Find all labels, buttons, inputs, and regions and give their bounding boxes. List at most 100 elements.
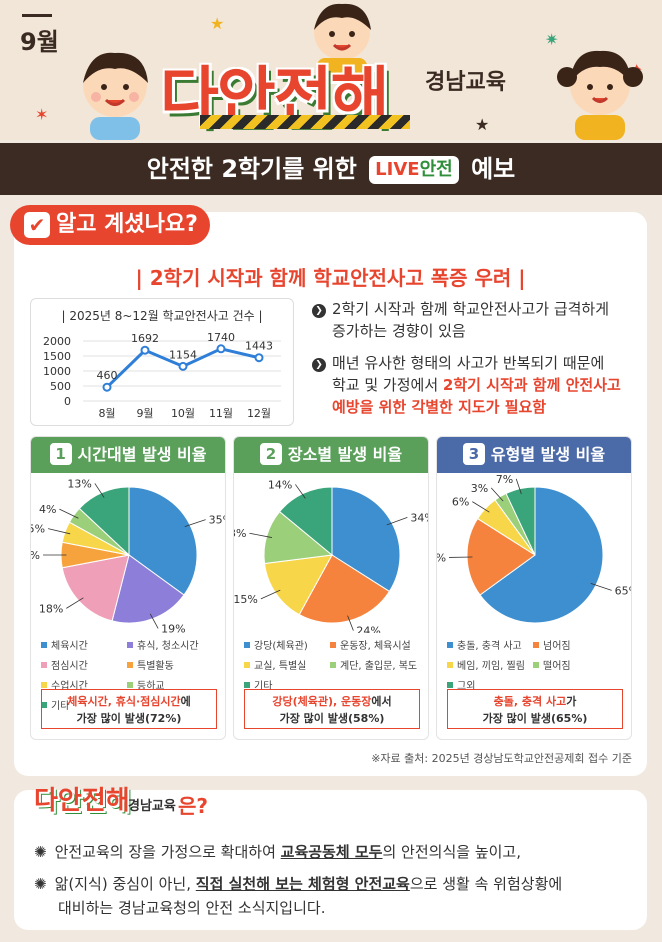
slice-label: 6% (452, 496, 469, 509)
note-red: 강당(체육관), 운동장 (272, 695, 372, 708)
legend-swatch (244, 662, 250, 668)
band-title-post: 예보 (471, 155, 516, 183)
star-icon: ✶ (35, 105, 49, 124)
pie-chart-place: 34% 24% 15% 13% 14% (234, 478, 428, 633)
leader-line (47, 528, 71, 535)
data-label: 1443 (245, 340, 273, 353)
bullet-2-line2b: 2학기 시작과 함께 안전사고 (442, 376, 621, 394)
legend-item: 떨어짐 (533, 657, 619, 677)
pie-slice (78, 486, 130, 557)
check-icon: ✔ (24, 212, 50, 238)
x-tick-label: 8월 (98, 407, 115, 420)
leader-line (66, 597, 84, 609)
brand-subtitle: 경남교육 (425, 70, 506, 95)
legend-swatch (330, 662, 336, 668)
pie-panel-time: 1 시간대별 발생 비율 35% 19% 18% 6% 5% 4% 13% 체육시간 휴식, 청… (30, 436, 226, 740)
legend-swatch (447, 662, 453, 668)
note-tail: 에서 (371, 695, 392, 708)
legend-label: 충돌, 충격 사고 (457, 641, 522, 652)
y-tick-label: 2000 (43, 335, 71, 348)
leader-line (249, 532, 272, 538)
slice-label: 6% (31, 549, 40, 562)
live-logo-b: 안전 (419, 159, 453, 180)
bullet-2: ❯ 매년 유사한 형태의 사고가 반복되기 때문에 학교 및 가정에서 2학기 시… (312, 352, 621, 418)
bullet-2-line3: 예방을 위한 각별한 지도가 필요함 (332, 398, 547, 416)
about-paragraph-1: ✺ 안전교육의 장을 가정으로 확대하여 교육공동체 모두의 안전의식을 높이고, (34, 840, 521, 864)
panel-header: 3 유형별 발생 비율 (437, 437, 631, 473)
legend-item: 특별활동 (127, 657, 213, 677)
legend-label: 교실, 특별실 (254, 661, 307, 672)
panel-title: 장소별 발생 비율 (287, 445, 403, 464)
legend-swatch (127, 662, 133, 668)
legend-swatch (41, 682, 47, 688)
p2-line2: 대비하는 경남교육청의 안전 소식지입니다. (58, 899, 326, 917)
legend-item: 강당(체육관) (244, 637, 330, 657)
legend-label: 휴식, 청소시간 (137, 641, 199, 652)
headline: | 2학기 시작과 함께 학교안전사고 폭증 우려 | (135, 266, 526, 290)
bullet-1-line1: 2학기 시작과 함께 학교안전사고가 급격하게 (332, 300, 610, 318)
pie-slice (263, 510, 334, 565)
legend-label: 수업시간 (51, 681, 88, 692)
data-label: 1692 (131, 332, 159, 345)
legend-swatch (41, 702, 47, 708)
legend-swatch (244, 682, 250, 688)
star-icon: ★ (210, 14, 225, 33)
slice-label: 14% (268, 478, 292, 491)
note-line2: 가장 많이 발생(65%) (482, 712, 588, 725)
data-point (254, 353, 264, 363)
legend-label: 기타 (254, 681, 273, 692)
leader-line (347, 615, 354, 631)
bullet-2-line2a: 학교 및 가정에서 (332, 376, 443, 394)
leader-line (94, 483, 105, 498)
legend-label: 떨어짐 (543, 661, 571, 672)
leader-line (149, 613, 159, 629)
slice-label: 7% (496, 473, 513, 486)
legend-swatch (533, 662, 539, 668)
panel-note: 충돌, 충격 사고가 가장 많이 발생(65%) (447, 689, 623, 729)
panel-header: 1 시간대별 발생 비율 (31, 437, 225, 473)
panel-header: 2 장소별 발생 비율 (234, 437, 428, 473)
pie-slice (298, 554, 391, 624)
p1-post: 의 안전의식을 높이고, (382, 843, 521, 861)
data-point (140, 345, 150, 355)
arrow-icon: ❯ (312, 358, 326, 372)
note-line2: 가장 많이 발생(72%) (76, 712, 182, 725)
slice-label: 4% (39, 503, 56, 516)
y-tick-label: 0 (64, 395, 71, 408)
arrow-icon: ❯ (312, 304, 326, 318)
pie-slice (505, 486, 536, 556)
leader-line (295, 484, 306, 499)
month-label: 9월 (20, 28, 59, 56)
source-note: ※자료 출처: 2025년 경상남도학교안전공제회 접수 기준 (371, 752, 632, 765)
y-tick-label: 1500 (43, 350, 71, 363)
leader-line (59, 508, 79, 519)
line-chart-box: | 2025년 8~12월 학교안전사고 건수 | 2000 1500 1000 50… (30, 298, 294, 426)
legend-swatch (244, 642, 250, 648)
data-point (102, 382, 112, 392)
x-tick-label: 10월 (171, 407, 195, 420)
note-tail: 에 (180, 695, 191, 708)
legend-label: 넘어짐 (543, 641, 571, 652)
legend-item: 충돌, 충격 사고 (447, 637, 533, 657)
legend-item: 기타 (41, 697, 127, 717)
panel-number: 2 (259, 443, 282, 465)
star-icon: ★ (475, 115, 490, 134)
gear-bullet-icon: ✺ (34, 875, 47, 893)
band-title-pre: 안전한 2학기를 위한 (146, 155, 357, 183)
x-tick-label: 12월 (247, 407, 271, 420)
leader-line (490, 487, 504, 502)
section-badge: ✔ 알고 계셨나요? (10, 205, 210, 245)
pie-panel-place: 2 장소별 발생 비율 34% 24% 15% 13% 14% 강당(체육관) 운동장, 체… (233, 436, 429, 740)
section-badge-label: 알고 계셨나요? (56, 212, 198, 237)
bullet-1-line2: 증가하는 경향이 있음 (332, 322, 466, 340)
p2-pre: 앎(지식) 중심이 아닌, (54, 875, 196, 893)
legend-label: 운동장, 체육시설 (340, 641, 411, 652)
slice-label: 13% (67, 477, 91, 490)
leader-line (472, 501, 490, 513)
leader-line (184, 519, 206, 527)
legend-item: 휴식, 청소시간 (127, 637, 213, 657)
pie-slice (61, 554, 130, 622)
slice-label: 65% (615, 584, 632, 597)
bullet-2-line1: 매년 유사한 형태의 사고가 반복되기 때문에 (332, 354, 605, 372)
